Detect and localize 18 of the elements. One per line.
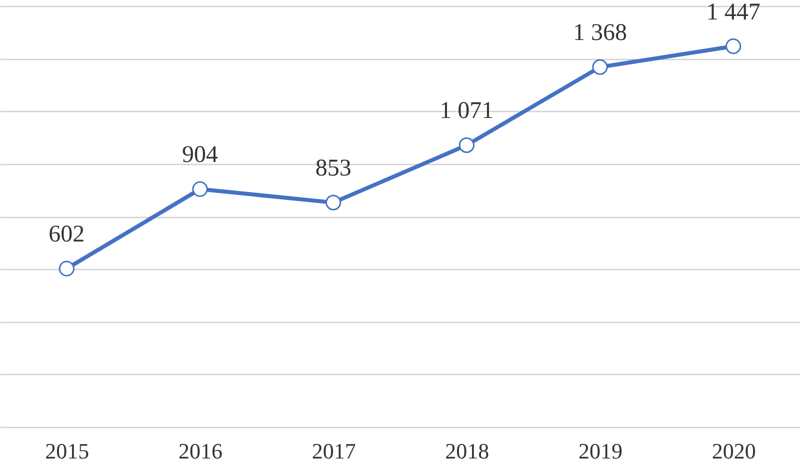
x-tick-label: 2020 xyxy=(712,438,756,464)
x-tick-label: 2018 xyxy=(445,438,490,464)
x-tick-label: 2016 xyxy=(178,438,222,464)
point xyxy=(592,59,608,75)
point xyxy=(192,181,208,197)
data-label: 904 xyxy=(182,142,218,168)
data-label: 1 447 xyxy=(706,0,760,26)
data-label: 602 xyxy=(48,222,85,248)
point xyxy=(458,137,474,153)
data-label: 1 071 xyxy=(440,98,494,124)
data-label: 853 xyxy=(315,156,352,182)
x-tick-label: 2015 xyxy=(45,438,90,464)
data-label: 1 368 xyxy=(573,20,627,46)
point xyxy=(326,194,342,210)
x-tick-label: 2017 xyxy=(312,438,356,464)
point xyxy=(726,38,742,54)
x-tick-label: 2019 xyxy=(578,438,622,464)
point xyxy=(58,260,74,276)
